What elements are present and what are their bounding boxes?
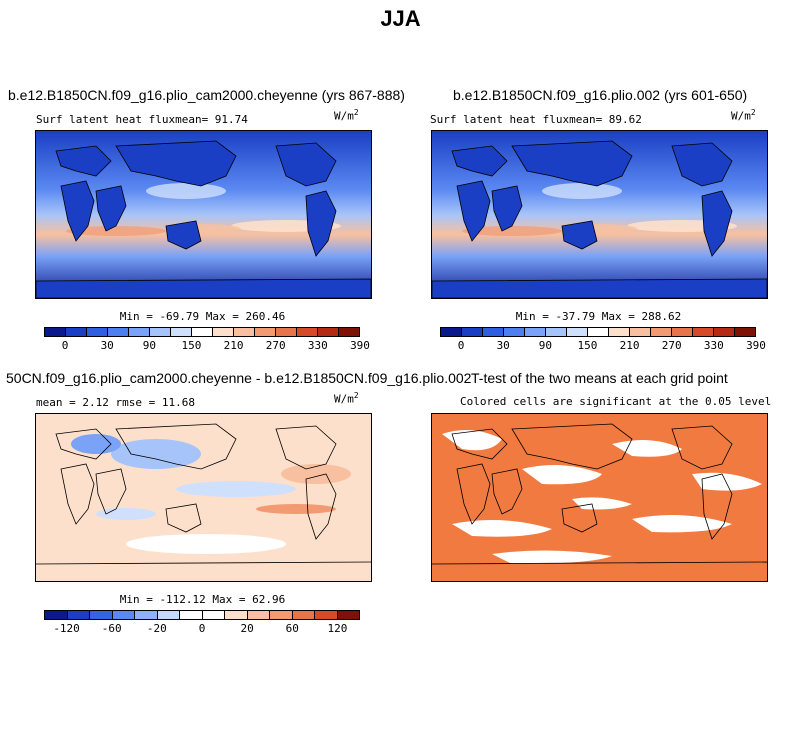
colorbar-tick-label: 210 (619, 339, 640, 352)
colorbar-swatch (567, 328, 588, 336)
colorbar-tick-label: 270 (661, 339, 682, 352)
colorbar-tick-label: 120 (327, 622, 348, 635)
colorbar-swatch (135, 611, 158, 619)
colorbar-swatch (247, 611, 270, 619)
colorbar-tick-label: 20 (240, 622, 254, 635)
panel-title-top-left: b.e12.B1850CN.f09_g16.plio_cam2000.cheye… (8, 87, 405, 103)
colorbar-swatch (483, 328, 504, 336)
colorbar-swatch (171, 328, 192, 336)
map-bottom-left (35, 413, 372, 582)
panel-title-bottom-right: T-test of the two means at each grid poi… (471, 370, 728, 386)
colorbar-swatch (255, 328, 276, 336)
unit-label-top-left: W/m2 (334, 108, 359, 123)
colorbar-tick-label: 390 (350, 339, 370, 352)
minmax-top-right: Min = -37.79 Max = 288.62 (515, 310, 682, 323)
colorbar-tick-label: 0 (198, 622, 206, 635)
map-top-right (431, 130, 768, 299)
colorbar-swatch (45, 611, 68, 619)
map-bottom-right (431, 413, 768, 582)
colorbar-swatch (192, 328, 213, 336)
colorbar-swatch (630, 328, 651, 336)
colorbar-swatch (202, 611, 225, 619)
colorbar-swatch (225, 611, 248, 619)
colorbar-swatch (297, 328, 318, 336)
colorbar-swatch (672, 328, 693, 336)
colorbar-swatches (44, 327, 360, 337)
panel-subtitle-bottom-right: Colored cells are significant at the 0.0… (460, 395, 772, 408)
colorbar-swatch (318, 328, 339, 336)
colorbar-tick-label: 210 (223, 339, 244, 352)
colorbar-ticks-top-right: 0 30 90 150 210 270 330 390 (440, 339, 766, 353)
colorbar-tick-label: 330 (307, 339, 328, 352)
colorbar-swatch (315, 611, 338, 619)
panel-subtitle-bottom-left: mean = 2.12 rmse = 11.68 (36, 396, 195, 409)
colorbar-swatch (112, 611, 135, 619)
colorbar-swatch (462, 328, 483, 336)
colorbar-swatch (735, 328, 755, 336)
map-top-left (35, 130, 372, 299)
colorbar-tick-label: 0 (61, 339, 69, 352)
unit-label-bottom-left: W/m2 (334, 391, 359, 406)
colorbar-tick-label: 90 (538, 339, 552, 352)
colorbar-swatch (108, 328, 129, 336)
colorbar-tick-label: 90 (142, 339, 156, 352)
colorbar-swatch (157, 611, 180, 619)
colorbar-tick-label: 30 (496, 339, 510, 352)
minmax-bottom-left: Min = -112.12 Max = 62.96 (119, 593, 286, 606)
colorbar-tick-label: 270 (265, 339, 286, 352)
colorbar-swatch (693, 328, 714, 336)
colorbar-swatch (441, 328, 462, 336)
panel-subtitle-top-right: Surf latent heat fluxmean= 89.62 (430, 113, 642, 126)
colorbar-ticks-top-left: 0 30 90 150 210 270 330 390 (44, 339, 370, 353)
colorbar-tick-label: -60 (101, 622, 122, 635)
colorbar-swatch (66, 328, 87, 336)
colorbar-swatches (44, 610, 360, 620)
unit-label-top-right: W/m2 (731, 108, 756, 123)
colorbar-swatch (150, 328, 171, 336)
colorbar-swatch (339, 328, 359, 336)
colorbar-tick-label: 150 (577, 339, 598, 352)
colorbar-swatch (546, 328, 567, 336)
colorbar-top-left (44, 327, 360, 337)
colorbar-swatch (67, 611, 90, 619)
colorbar-swatch (234, 328, 255, 336)
colorbar-top-right (440, 327, 756, 337)
colorbar-tick-label: 0 (457, 339, 465, 352)
colorbar-swatch (180, 611, 203, 619)
colorbar-tick-label: 330 (703, 339, 724, 352)
colorbar-swatch (525, 328, 546, 336)
colorbar-swatch (609, 328, 630, 336)
colorbar-tick-label: -120 (53, 622, 80, 635)
minmax-top-left: Min = -69.79 Max = 260.46 (119, 310, 286, 323)
colorbar-tick-label: -20 (146, 622, 167, 635)
colorbar-swatch (45, 328, 66, 336)
colorbar-swatch (90, 611, 113, 619)
page-title: JJA (380, 6, 421, 31)
colorbar-tick-label: 390 (746, 339, 766, 352)
panel-title-top-right: b.e12.B1850CN.f09_g16.plio.002 (yrs 601-… (453, 87, 748, 103)
colorbar-swatch (87, 328, 108, 336)
colorbar-swatch (129, 328, 150, 336)
colorbar-swatch (270, 611, 293, 619)
colorbar-swatch (504, 328, 525, 336)
colorbar-swatch (276, 328, 297, 336)
colorbar-swatch (213, 328, 234, 336)
colorbar-tick-label: 150 (181, 339, 202, 352)
colorbar-ticks-bottom-left: -120 -60 -20 0 20 60 120 (44, 622, 360, 636)
colorbar-swatch (651, 328, 672, 336)
colorbar-swatch (588, 328, 609, 336)
colorbar-swatch (337, 611, 359, 619)
colorbar-bottom-left (44, 610, 360, 620)
colorbar-swatch (714, 328, 735, 336)
colorbar-swatch (292, 611, 315, 619)
panel-subtitle-top-left: Surf latent heat fluxmean= 91.74 (36, 113, 248, 126)
panel-title-bottom-left: 50CN.f09_g16.plio_cam2000.cheyenne - b.e… (6, 370, 472, 386)
colorbar-tick-label: 30 (100, 339, 114, 352)
colorbar-swatches (440, 327, 756, 337)
colorbar-tick-label: 60 (285, 622, 299, 635)
